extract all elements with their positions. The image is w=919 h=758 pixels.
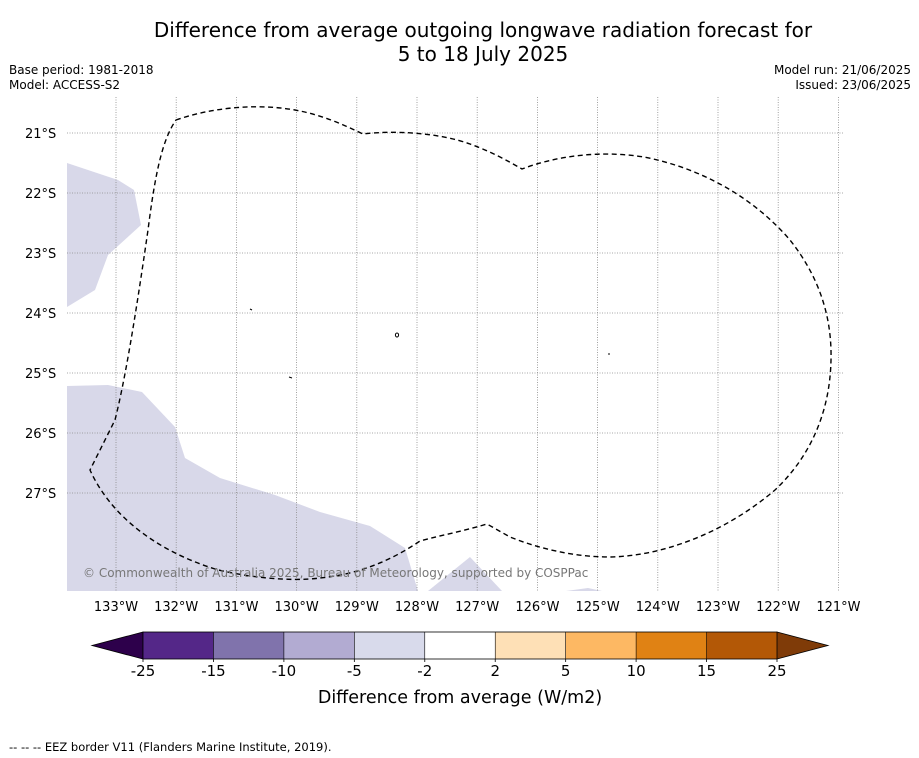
colorbar-label: Difference from average (W/m2): [318, 688, 602, 708]
lat-label: 23°S: [25, 247, 56, 262]
longitude-labels: 133°W 132°W 131°W 130°W 129°W 128°W 127°W 126°W…: [94, 600, 861, 615]
colorbar-segment: [424, 632, 496, 659]
lon-label: 125°W: [576, 600, 620, 615]
lon-label: 130°W: [275, 600, 319, 615]
colorbar-tick-label: -15: [201, 662, 226, 680]
island-3: [288, 376, 293, 379]
lat-label: 27°S: [25, 487, 56, 502]
lat-label: 25°S: [25, 367, 56, 382]
colorbar-tick-label: 5: [561, 662, 571, 680]
colorbar-segment: [495, 632, 566, 659]
map-plot: © Commonwealth of Australia 2025, Bureau…: [67, 97, 843, 591]
colorbar-segment: [354, 632, 426, 659]
issued-date: Issued: 23/06/2025: [795, 78, 911, 92]
colorbar-over-triangle: [776, 631, 830, 660]
meta-right: Model run: 21/06/2025 Issued: 23/06/2025: [774, 63, 911, 93]
colorbar-segment: [565, 632, 637, 659]
lat-label: 22°S: [25, 187, 56, 202]
lon-label: 124°W: [636, 600, 680, 615]
colorbar-segment: [706, 632, 778, 659]
anomaly-region-south: [428, 557, 502, 591]
copyright-notice: © Commonwealth of Australia 2025, Bureau…: [83, 566, 588, 580]
model-run: Model run: 21/06/2025: [773, 63, 911, 77]
lon-label: 122°W: [756, 600, 800, 615]
meta-left: Base period: 1981-2018 Model: ACCESS-S2: [9, 63, 154, 93]
eez-border: [89, 106, 832, 581]
colorbar-segment: [636, 632, 707, 659]
colorbar-outline: [142, 631, 778, 660]
lon-label: 127°W: [455, 600, 499, 615]
colorbar-segment: [213, 632, 285, 659]
model-name: Model: ACCESS-S2: [9, 78, 121, 92]
colorbar-tick-label: -2: [417, 662, 432, 680]
lat-label: 24°S: [25, 307, 56, 322]
lat-label: 21°S: [25, 127, 56, 142]
base-period: Base period: 1981-2018: [9, 63, 154, 77]
lon-label: 129°W: [335, 600, 379, 615]
map-title: Difference from average outgoing longwav…: [100, 18, 866, 66]
colorbar-ticks: -25 -15 -10 -5 -2 2 5 10 15 25: [131, 659, 787, 680]
colorbar-tick-label: 10: [627, 662, 646, 680]
title-line-1: Difference from average outgoing longwav…: [153, 18, 813, 42]
anomaly-region-northwest: [67, 163, 141, 307]
colorbar-tick-label: 2: [490, 662, 500, 680]
colorbar-tick-label: -5: [347, 662, 362, 680]
lon-label: 128°W: [395, 600, 439, 615]
colorbar-tick-label: -25: [131, 662, 156, 680]
island-2: [394, 332, 400, 338]
lon-label: 133°W: [94, 600, 138, 615]
lon-label: 131°W: [214, 600, 258, 615]
colorbar-tick-label: 25: [767, 662, 786, 680]
latitude-labels: 21°S 22°S 23°S 24°S 25°S 26°S 27°S: [25, 127, 56, 502]
colorbar: -25 -15 -10 -5 -2 2 5 10 15 25 Difference from av…: [90, 631, 830, 708]
lon-label: 126°W: [515, 600, 559, 615]
colorbar-segments: [143, 632, 778, 659]
colorbar-tick-label: -10: [272, 662, 297, 680]
lon-label: 132°W: [154, 600, 198, 615]
lon-label: 123°W: [696, 600, 740, 615]
eez-legend-note: -- -- -- EEZ border V11 (Flanders Marine…: [9, 740, 332, 754]
title-line-2: 5 to 18 July 2025: [397, 42, 569, 66]
map-gridlines: [67, 97, 843, 591]
island-features: [249, 308, 610, 379]
lon-label: 121°W: [816, 600, 860, 615]
lat-label: 26°S: [25, 427, 56, 442]
colorbar-segment: [283, 632, 355, 659]
anomaly-regions: [67, 163, 602, 591]
island-1: [249, 308, 253, 311]
colorbar-tick-label: 15: [697, 662, 716, 680]
colorbar-segment: [143, 632, 214, 659]
anomaly-region-southwest: [67, 385, 418, 591]
colorbar-under-triangle: [90, 631, 144, 660]
anomaly-region-south-small: [566, 588, 602, 591]
